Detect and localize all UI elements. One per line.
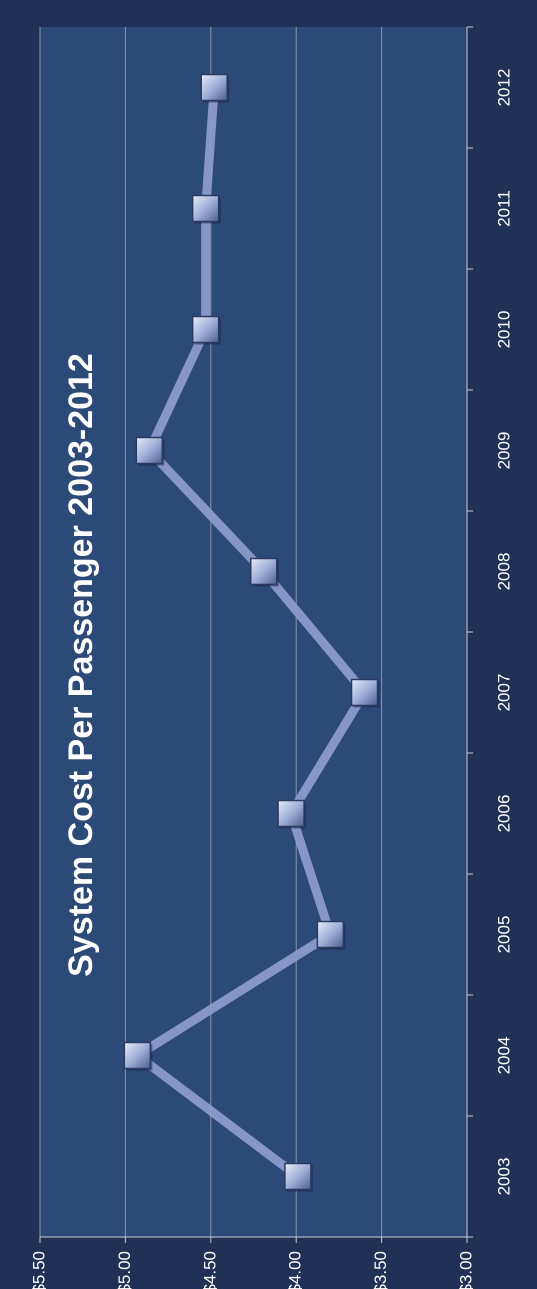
x-tick-label: 2012 bbox=[494, 69, 513, 107]
x-tick-label: 2009 bbox=[494, 432, 513, 470]
series-line bbox=[132, 83, 370, 1181]
x-tick-label: 2011 bbox=[494, 190, 513, 227]
gridlines bbox=[39, 27, 383, 1237]
chart-title: System Cost Per Passenger 2003-2012 bbox=[62, 353, 100, 977]
data-point-2008 bbox=[249, 557, 278, 586]
x-tick-label: 2004 bbox=[494, 1037, 513, 1075]
y-tick-label: $3.50 bbox=[371, 1251, 390, 1289]
x-tick-label: 2010 bbox=[494, 311, 513, 349]
x-tick-label: 2008 bbox=[494, 553, 513, 591]
axes bbox=[39, 26, 473, 1243]
y-tick-label: $3.00 bbox=[456, 1251, 475, 1289]
y-tick-label: $4.50 bbox=[200, 1251, 219, 1289]
data-point-2010 bbox=[191, 315, 220, 344]
y-tick-label: $4.00 bbox=[286, 1251, 305, 1289]
x-tick-label: 2005 bbox=[494, 916, 513, 954]
tick-labels: $3.00 $3.50 $4.00 $4.50 $5.00 $5.50 2003 2004 20… bbox=[29, 69, 513, 1289]
data-point-2011 bbox=[191, 194, 220, 223]
data-point-2004 bbox=[123, 1041, 152, 1070]
data-point-2007 bbox=[350, 678, 379, 707]
y-tick-label: $5.00 bbox=[115, 1251, 134, 1289]
x-tick-label: 2006 bbox=[494, 795, 513, 833]
plot-area bbox=[40, 27, 467, 1237]
data-point-2005 bbox=[316, 920, 345, 949]
x-tick-label: 2007 bbox=[494, 674, 513, 712]
y-tick-label: $5.50 bbox=[29, 1251, 48, 1289]
data-point-2003 bbox=[284, 1162, 312, 1191]
x-tick-label: 2003 bbox=[494, 1158, 513, 1196]
data-point-2009 bbox=[135, 436, 164, 465]
series bbox=[123, 73, 380, 1192]
data-point-2006 bbox=[277, 799, 305, 828]
data-point-2012 bbox=[200, 73, 228, 102]
